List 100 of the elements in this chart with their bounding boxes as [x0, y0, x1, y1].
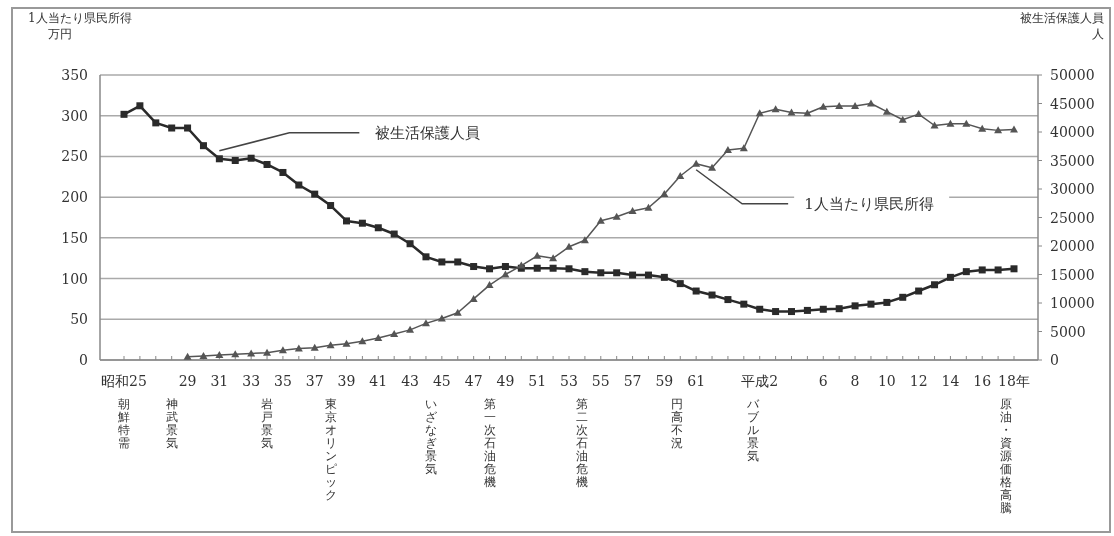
- point: [915, 287, 923, 295]
- point: [597, 269, 605, 277]
- point: [946, 273, 954, 281]
- x-tick-label: 昭和25: [101, 373, 147, 389]
- point: [708, 291, 716, 299]
- point: [803, 306, 811, 314]
- point: [152, 119, 160, 127]
- point: [596, 216, 605, 224]
- y-tick-label: 150: [61, 229, 88, 246]
- point: [756, 305, 764, 313]
- point: [994, 266, 1002, 274]
- point: [358, 337, 367, 345]
- point: [755, 109, 764, 117]
- y-axis-title: 1人当たり県民所得: [28, 11, 132, 25]
- point: [120, 110, 128, 118]
- point: [580, 236, 589, 244]
- x-tick-label: 平成2: [741, 373, 779, 389]
- point: [343, 217, 350, 225]
- point: [772, 308, 780, 316]
- x-tick-label: 35: [274, 373, 292, 389]
- point: [851, 101, 860, 109]
- point: [358, 219, 366, 227]
- text: 円高不況: [671, 397, 684, 450]
- point: [215, 155, 223, 163]
- y2-tick-label: 25000: [1050, 209, 1095, 226]
- x-tick-label: 37: [305, 373, 324, 389]
- x-tick-label: 43: [401, 373, 419, 389]
- text: 第一次石油危機: [483, 397, 496, 489]
- point: [676, 171, 685, 179]
- point: [295, 181, 303, 189]
- point: [835, 101, 844, 109]
- point: [231, 157, 239, 164]
- x-tick-label: 39: [337, 373, 356, 389]
- point: [278, 346, 287, 354]
- text: いざなぎ景気: [424, 397, 437, 476]
- point: [660, 189, 669, 197]
- point: [613, 269, 621, 277]
- point: [279, 168, 287, 176]
- y2-tick-label: 40000: [1050, 124, 1095, 140]
- point: [247, 154, 255, 162]
- point: [485, 281, 494, 289]
- text: 第二次石油危機: [575, 397, 588, 489]
- x-tick-label: 14: [941, 373, 960, 389]
- point: [628, 206, 637, 214]
- x-tick-label: 18年: [998, 373, 1030, 389]
- point: [406, 325, 415, 333]
- point: [199, 142, 207, 150]
- y2-axis-title: 被生活保護人員: [1020, 11, 1104, 25]
- point: [723, 145, 732, 153]
- point: [946, 119, 955, 127]
- point: [231, 350, 240, 358]
- point: [835, 305, 843, 313]
- point: [565, 265, 573, 273]
- point: [1010, 265, 1018, 273]
- point: [533, 264, 541, 272]
- point: [168, 124, 176, 132]
- point: [581, 268, 589, 276]
- y2-tick-label: 35000: [1050, 152, 1095, 169]
- point: [184, 124, 192, 132]
- x-tick-label: 55: [591, 373, 610, 389]
- point: [390, 329, 399, 337]
- x-tick-label: 59: [655, 373, 674, 389]
- y-tick-label: 50: [70, 311, 88, 328]
- point: [310, 343, 319, 351]
- point: [486, 265, 494, 273]
- x-tick-label: 16: [973, 373, 992, 389]
- x-tick-label: 29: [178, 373, 197, 389]
- point: [327, 202, 335, 210]
- point: [294, 344, 303, 352]
- point: [263, 160, 271, 168]
- point: [183, 352, 192, 360]
- point: [724, 296, 732, 304]
- point: [882, 107, 891, 115]
- point: [612, 212, 621, 220]
- point: [469, 294, 478, 302]
- point: [803, 109, 812, 117]
- x-tick-label: 61: [687, 373, 706, 389]
- point: [644, 271, 652, 279]
- x-tick-label: 31: [210, 373, 229, 389]
- point: [866, 99, 875, 107]
- y2-tick-label: 0: [1050, 352, 1059, 368]
- point: [215, 351, 224, 359]
- point: [374, 224, 382, 232]
- x-tick-label: 53: [560, 373, 578, 389]
- point: [644, 203, 653, 211]
- text: バブル景気: [746, 397, 761, 463]
- point: [501, 263, 509, 271]
- point: [533, 251, 542, 259]
- point: [883, 298, 891, 306]
- point: [454, 258, 462, 266]
- y2-tick-label: 10000: [1050, 295, 1095, 311]
- point: [565, 242, 573, 250]
- text: 神武景気: [165, 397, 178, 450]
- x-tick-label: 41: [369, 373, 388, 389]
- point: [771, 105, 780, 113]
- point: [962, 268, 970, 276]
- x-tick-label: 45: [432, 373, 451, 389]
- y2-tick-label: 30000: [1050, 181, 1095, 197]
- text: 岩戸景気: [261, 397, 274, 450]
- point: [692, 159, 701, 167]
